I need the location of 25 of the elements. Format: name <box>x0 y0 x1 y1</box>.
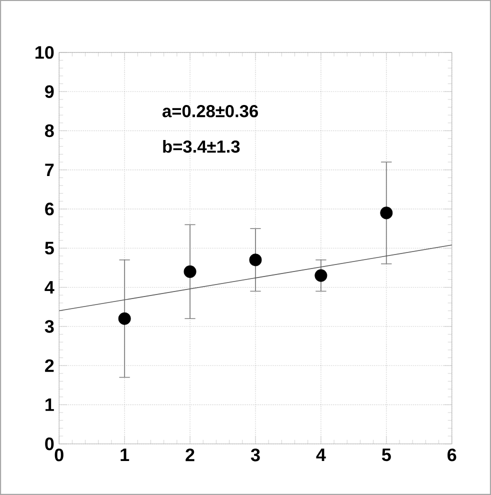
y-tick-label: 9 <box>45 85 54 98</box>
x-tick-label: 2 <box>186 448 194 462</box>
y-tick-label: 5 <box>44 242 54 254</box>
x-tick-label: 3 <box>250 448 260 462</box>
y-tick-label: 2 <box>45 359 54 372</box>
y-tick-label: 10 <box>36 46 54 59</box>
annotation: b=3.4±1.3 <box>163 140 240 153</box>
y-tick-label: 1 <box>46 398 54 411</box>
point <box>380 206 393 220</box>
x-tick-label: 5 <box>382 448 391 462</box>
x-tick-label: 0 <box>54 448 64 462</box>
point <box>118 312 131 325</box>
point <box>314 269 328 282</box>
point <box>184 265 196 278</box>
y-tick-label: 8 <box>44 124 54 138</box>
y-tick-label: 7 <box>45 164 54 176</box>
x-tick-label: 1 <box>120 448 130 461</box>
y-tick-label: 3 <box>44 320 54 333</box>
x-tick-label: 4 <box>316 448 326 461</box>
x-tick-label: 6 <box>448 448 456 462</box>
y-tick-label: 4 <box>44 281 54 294</box>
y-tick-label: 0 <box>45 438 54 450</box>
y-tick-label: 6 <box>45 202 54 216</box>
point <box>249 254 262 266</box>
annotation: a=0.28±0.36 <box>162 105 258 118</box>
